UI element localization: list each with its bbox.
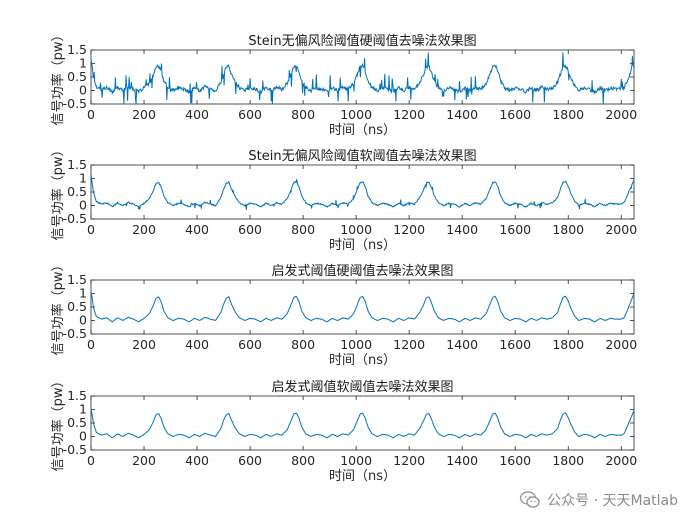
x-tick-label: 800 [291,107,315,122]
y-tick-label: 0 [79,429,87,444]
x-tick-label: 1400 [446,222,478,237]
x-tick-label: 1600 [499,107,531,122]
x-tick-label: 600 [238,453,262,468]
x-tick-label: 1200 [393,222,425,237]
x-tick-label: 1800 [552,453,584,468]
x-axis-label: 时间（ns） [329,353,396,368]
x-tick-label: 1000 [340,222,372,237]
y-tick-label: 1.5 [67,42,87,57]
plot-axes-box [90,279,635,335]
x-tick-label: 2000 [605,107,637,122]
y-axis-label: 信号功率（pw） [50,375,66,472]
x-tick-label: 1800 [552,107,584,122]
x-tick-label: 1400 [446,107,478,122]
y-tick-label: -0.5 [63,442,87,457]
x-axis-label: 时间（ns） [329,469,396,484]
x-tick-label: 1600 [499,337,531,352]
y-tick-label: -0.5 [63,326,87,341]
subplot-4: 启发式阈值软阈值去噪法效果图 0 200 400 600 800 1000 1200 1400 1… [50,375,637,484]
y-tick-label: 0.5 [67,299,87,314]
x-tick-label: 1400 [446,337,478,352]
y-tick-label: 1.5 [67,388,87,403]
y-tick-label: 1 [79,56,87,71]
y-tick-label: 0 [79,313,87,328]
y-tick-label: 1.5 [67,272,87,287]
x-tick-label: 1800 [552,222,584,237]
y-tick-label: 0 [79,83,87,98]
x-tick-label: 1800 [552,337,584,352]
x-tick-label: 1600 [499,222,531,237]
x-tick-label: 1400 [446,453,478,468]
x-tick-label: 800 [291,222,315,237]
x-tick-label: 0 [87,222,95,237]
x-tick-label: 600 [238,107,262,122]
x-tick-label: 400 [185,453,209,468]
y-tick-label: 1 [79,286,87,301]
plot-title: 启发式阈值软阈值去噪法效果图 [271,379,453,395]
x-tick-label: 400 [185,222,209,237]
x-tick-label: 1000 [340,107,372,122]
plot-axes-box [90,164,635,220]
x-tick-label: 0 [87,107,95,122]
x-tick-label: 200 [132,337,156,352]
watermark: 公众号 · 天天Matlab [519,489,678,511]
x-tick-label: 1000 [340,453,372,468]
wechat-icon [519,491,540,508]
plot-axes-box [90,395,635,451]
x-tick-label: 400 [185,337,209,352]
plot-title: Stein无偏风险阈值软阈值去噪法效果图 [248,148,476,164]
x-tick-label: 800 [291,453,315,468]
signal-series-line [90,174,635,210]
x-tick-label: 1200 [393,337,425,352]
signal-series-line [90,290,635,323]
x-tick-label: 200 [132,222,156,237]
x-tick-label: 1600 [499,453,531,468]
y-tick-label: 0.5 [67,69,87,84]
x-tick-label: 200 [132,453,156,468]
x-tick-label: 0 [87,453,95,468]
x-tick-label: 1200 [393,453,425,468]
x-tick-label: 200 [132,107,156,122]
y-axis-label: 信号功率（pw） [50,144,66,241]
x-tick-label: 400 [185,107,209,122]
x-tick-label: 600 [238,337,262,352]
x-tick-label: 1000 [340,337,372,352]
x-tick-label: 0 [87,337,95,352]
plot-title: Stein无偏风险阈值硬阈值去噪法效果图 [248,33,476,49]
x-axis-label: 时间（ns） [329,238,396,253]
y-tick-label: 1 [79,402,87,417]
y-tick-label: 0.5 [67,415,87,430]
plot-title: 启发式阈值硬阈值去噪法效果图 [271,263,453,279]
x-tick-label: 2000 [605,453,637,468]
y-axis-label: 信号功率（pw） [50,29,66,126]
y-tick-label: 1.5 [67,157,87,172]
signal-series-line [90,408,635,439]
y-tick-label: 0 [79,198,87,213]
y-tick-label: -0.5 [63,211,87,226]
x-tick-label: 600 [238,222,262,237]
signal-series-line [90,52,635,105]
watermark-text: 公众号 · 天天Matlab [547,493,678,509]
x-tick-label: 1200 [393,107,425,122]
x-tick-label: 2000 [605,222,637,237]
subplot-3: 启发式阈值硬阈值去噪法效果图 0 200 400 600 800 1000 1200 1400 1… [50,259,637,368]
y-tick-label: 0.5 [67,184,87,199]
y-tick-label: -0.5 [63,96,87,111]
x-tick-label: 800 [291,337,315,352]
x-axis-label: 时间（ns） [329,123,396,138]
y-tick-label: 1 [79,171,87,186]
plot-axes-box [90,49,635,105]
x-tick-label: 2000 [605,337,637,352]
y-axis-label: 信号功率（pw） [50,259,66,356]
